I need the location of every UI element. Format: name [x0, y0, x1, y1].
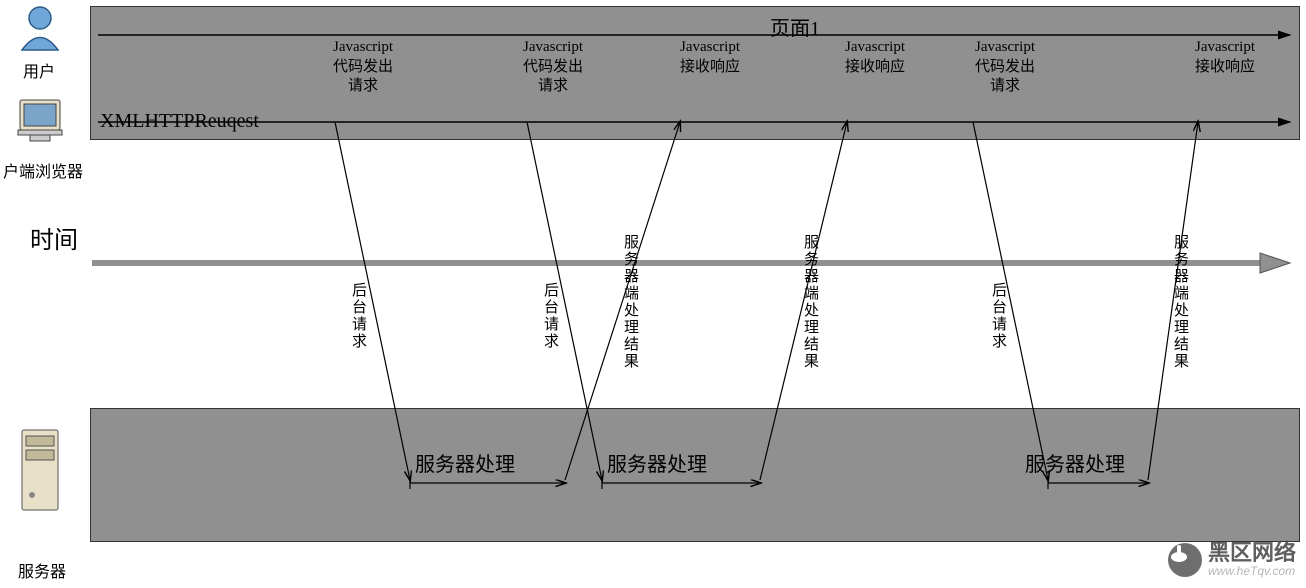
server-icon: [22, 430, 58, 510]
server-processing-label-0: 服务器处理: [415, 448, 515, 477]
diagonal-label-2: 服务器端处理结果: [620, 234, 641, 370]
js-caption-3: Javascript接收响应: [845, 38, 905, 77]
diagonal-1: [527, 122, 602, 480]
watermark-url: www.heTqv.com: [1208, 564, 1296, 578]
server-label: 服务器: [18, 558, 66, 582]
browser-icon: [18, 100, 62, 141]
diagonal-label-5: 服务器端处理结果: [1170, 234, 1191, 370]
server-processing-label-2: 服务器处理: [1025, 448, 1125, 477]
browser-label: 户端浏览器: [3, 158, 83, 182]
diagram-container: 用户户端浏览器服务器 时间 XMLHTTPReuqest 页面1 Javascript代…: [0, 0, 1306, 588]
watermark: 黑区网络 www.heTqv.com: [1168, 542, 1296, 578]
server-processing-label-1: 服务器处理: [607, 448, 707, 477]
watermark-icon: [1168, 543, 1202, 577]
xmlhttprequest-label: XMLHTTPReuqest: [100, 110, 259, 133]
diagram-svg: [0, 0, 1306, 588]
diagonal-label-0: 后台请求: [348, 282, 369, 350]
user-label: 用户: [23, 58, 55, 82]
js-caption-4: Javascript代码发出请求: [975, 38, 1035, 97]
js-caption-2: Javascript接收响应: [680, 38, 740, 77]
diagonal-label-1: 后台请求: [540, 282, 561, 350]
diagonal-label-3: 服务器端处理结果: [800, 234, 821, 370]
user-icon: [22, 7, 58, 50]
js-caption-1: Javascript代码发出请求: [523, 38, 583, 97]
page-title: 页面1: [770, 12, 820, 41]
time-axis-head: [1260, 253, 1290, 273]
watermark-text: 黑区网络: [1208, 542, 1296, 564]
diagonal-label-4: 后台请求: [988, 282, 1009, 350]
time-label: 时间: [30, 220, 78, 255]
diagonal-4: [973, 122, 1048, 480]
diagonal-0: [335, 122, 410, 480]
js-caption-0: Javascript代码发出请求: [333, 38, 393, 97]
js-caption-5: Javascript接收响应: [1195, 38, 1255, 77]
